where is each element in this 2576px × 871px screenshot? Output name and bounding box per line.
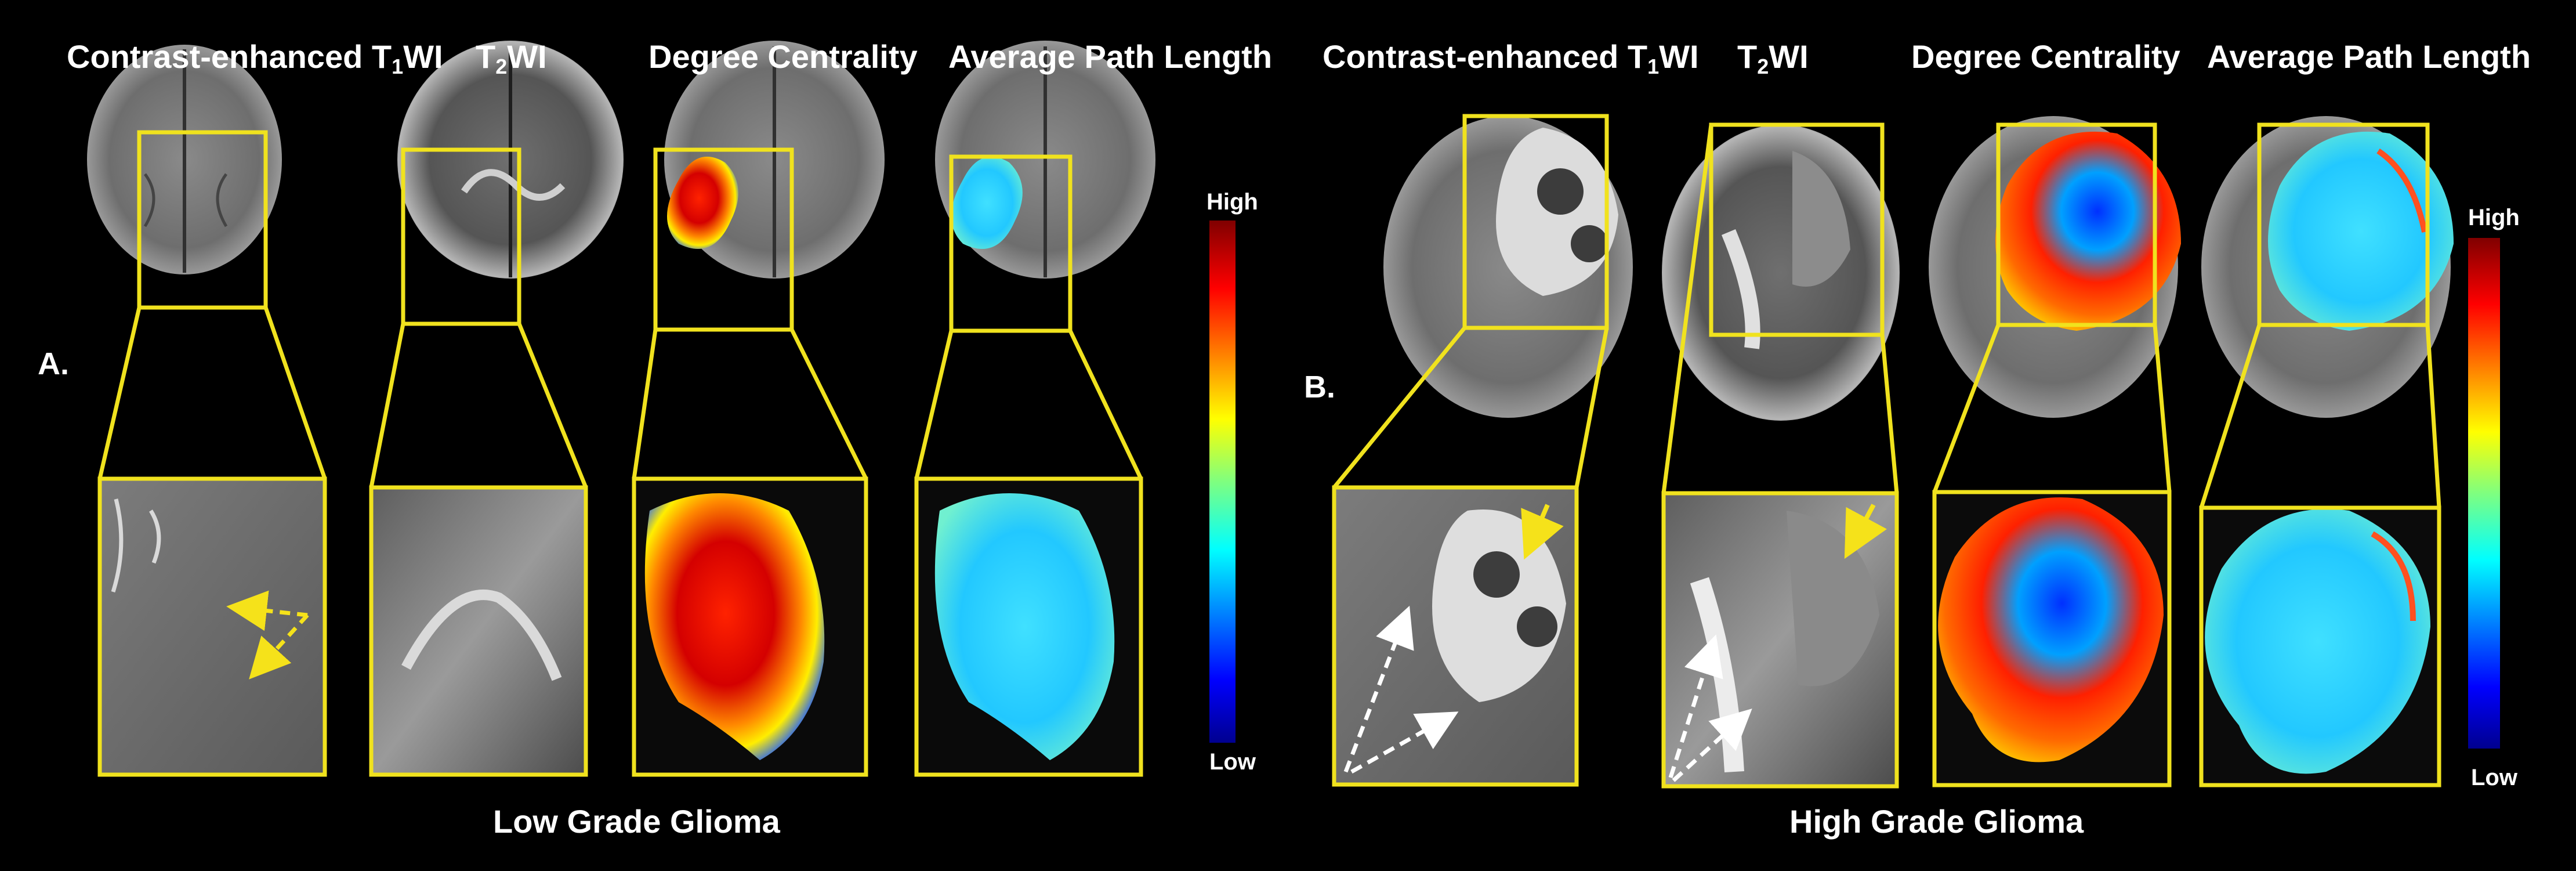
zoom-b-t1 bbox=[1334, 487, 1577, 785]
brain-a-apl bbox=[935, 41, 1155, 279]
brain-a-t2 bbox=[397, 41, 624, 279]
caption-low-grade-glioma: Low Grade Glioma bbox=[493, 803, 780, 840]
roi-boxes-a bbox=[97, 130, 1143, 777]
brain-b-apl bbox=[2201, 116, 2454, 418]
colorbar-b-low: Low bbox=[2471, 765, 2517, 790]
zoom-b-dc bbox=[1934, 492, 2169, 785]
brain-b-dc bbox=[1929, 116, 2181, 418]
header-b-t1: Contrast-enhanced T1WI bbox=[1323, 38, 1699, 78]
zoom-a-t2 bbox=[371, 487, 586, 775]
colorbar-a-high: High bbox=[1207, 189, 1258, 215]
zoom-b-apl bbox=[2201, 508, 2439, 785]
header-b-degree-centrality: Degree Centrality bbox=[1911, 38, 2180, 75]
brain-a-dc bbox=[664, 41, 885, 279]
zoom-b-t2 bbox=[1664, 493, 1897, 786]
header-a-t1: Contrast-enhanced T1WI bbox=[67, 38, 443, 78]
zoom-a-t1 bbox=[100, 479, 325, 775]
header-b-average-path-length: Average Path Length bbox=[2207, 38, 2531, 75]
header-b-t2: T2WI bbox=[1737, 38, 1809, 78]
brain-b-t1 bbox=[1383, 116, 1633, 418]
header-a-t2: T2WI bbox=[476, 38, 547, 78]
zoom-a-dc bbox=[634, 479, 866, 775]
header-a-average-path-length: Average Path Length bbox=[948, 38, 1273, 75]
brain-b-t2 bbox=[1662, 125, 1900, 421]
brain-a-t1 bbox=[87, 45, 282, 274]
panel-a-label: A. bbox=[38, 346, 69, 381]
roi-boxes-b bbox=[1332, 114, 2441, 789]
header-a-degree-centrality: Degree Centrality bbox=[648, 38, 918, 75]
colorbar-a bbox=[1209, 221, 1236, 743]
colorbar-b-high: High bbox=[2468, 205, 2520, 230]
colorbar-b bbox=[2468, 238, 2500, 749]
zoom-a-apl bbox=[916, 479, 1141, 775]
panel-b-label: B. bbox=[1304, 370, 1335, 404]
colorbar-a-low: Low bbox=[1209, 749, 1256, 775]
caption-high-grade-glioma: High Grade Glioma bbox=[1789, 803, 2084, 840]
